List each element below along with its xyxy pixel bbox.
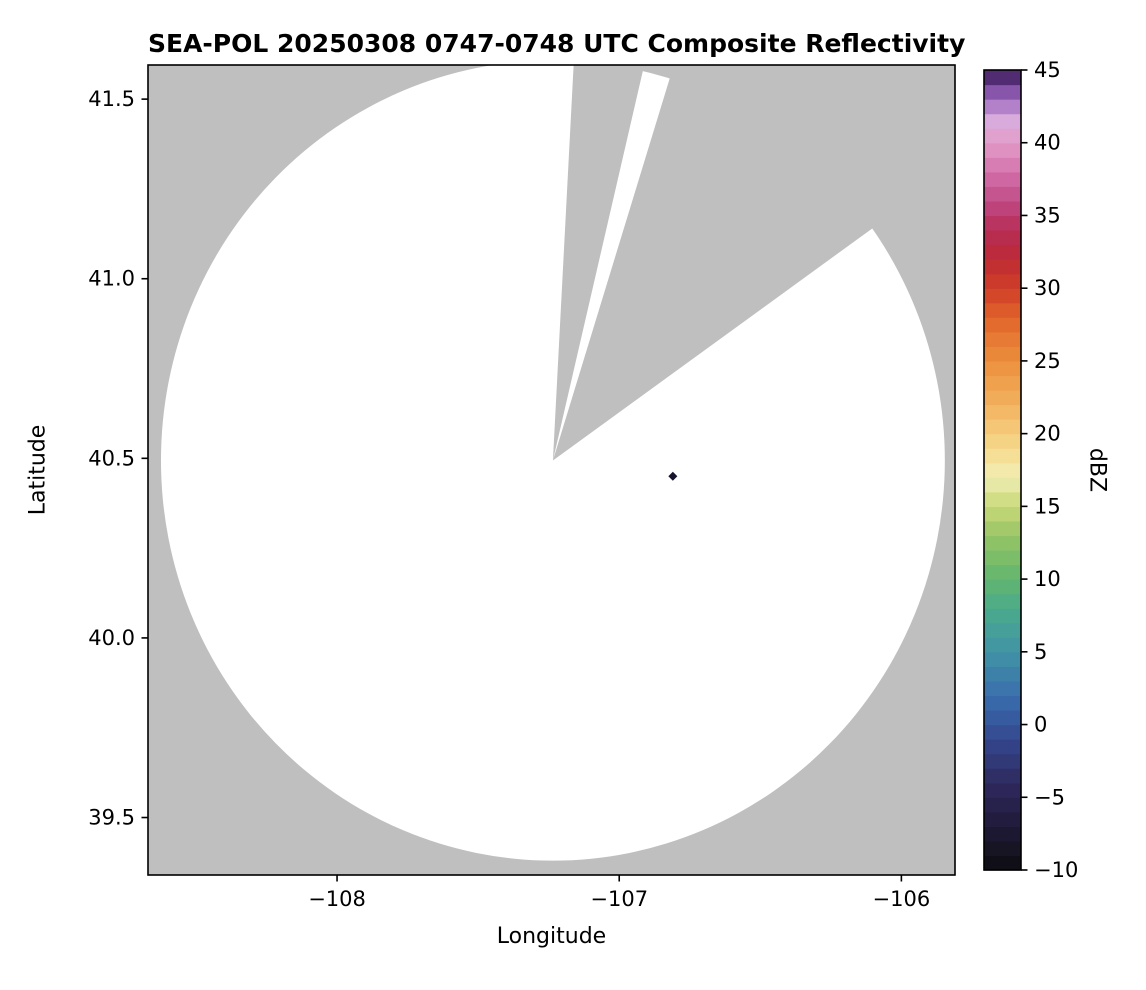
blocked-sector bbox=[552, 65, 645, 461]
colorbar-band bbox=[984, 680, 1021, 697]
colorbar-band bbox=[984, 244, 1021, 260]
colorbar-band bbox=[984, 724, 1021, 740]
colorbar-band bbox=[984, 84, 1021, 100]
colorbar-band bbox=[984, 506, 1021, 522]
colorbar-band bbox=[984, 826, 1021, 842]
colorbar-band bbox=[984, 142, 1021, 158]
colorbar-band bbox=[984, 462, 1021, 478]
y-tick-label: 39.5 bbox=[88, 806, 135, 830]
x-tick-label: −106 bbox=[873, 887, 931, 911]
colorbar-axis-label: dBZ bbox=[1084, 447, 1110, 493]
colorbar-band bbox=[984, 433, 1021, 449]
x-axis-label: Longitude bbox=[496, 924, 607, 949]
colorbar-band bbox=[984, 520, 1021, 537]
colorbar-band bbox=[984, 622, 1021, 638]
colorbar-band bbox=[984, 200, 1021, 217]
colorbar-band bbox=[984, 797, 1021, 813]
colorbar-band bbox=[984, 404, 1021, 420]
colorbar-tick-label: −10 bbox=[1034, 858, 1078, 882]
x-tick-label: −108 bbox=[308, 887, 366, 911]
colorbar-band bbox=[984, 593, 1021, 609]
colorbar: −10 −5 0 5 10 15 20 25 30 35 40 45 bbox=[983, 58, 1078, 882]
y-tick-label: 41.0 bbox=[88, 267, 135, 291]
colorbar-tick-label: 30 bbox=[1034, 276, 1061, 300]
colorbar-frame bbox=[983, 69, 1022, 871]
colorbar-tick-label: 45 bbox=[1034, 58, 1061, 82]
colorbar-band bbox=[984, 637, 1021, 653]
colorbar-band bbox=[984, 317, 1021, 333]
x-tick-label: −107 bbox=[590, 887, 648, 911]
chart-title: SEA-POL 20250308 0747-0748 UTC Composite… bbox=[148, 29, 966, 58]
colorbar-band bbox=[984, 782, 1021, 798]
colorbar-band bbox=[984, 375, 1021, 391]
colorbar-band bbox=[984, 840, 1021, 857]
colorbar-band bbox=[984, 535, 1021, 551]
colorbar-band bbox=[984, 855, 1021, 871]
colorbar-band bbox=[984, 128, 1021, 144]
axes-frame bbox=[147, 64, 956, 876]
y-tick-label: 40.5 bbox=[88, 446, 135, 470]
plot-area bbox=[148, 65, 955, 875]
colorbar-band bbox=[984, 753, 1021, 769]
colorbar-band bbox=[984, 230, 1021, 246]
colorbar-tick-label: 15 bbox=[1034, 494, 1061, 518]
colorbar-band bbox=[984, 608, 1021, 624]
colorbar-band bbox=[984, 70, 1021, 86]
colorbar-band bbox=[984, 157, 1021, 173]
colorbar-tick-label: 25 bbox=[1034, 349, 1061, 373]
colorbar-band bbox=[984, 564, 1021, 580]
colorbar-band bbox=[984, 346, 1021, 362]
colorbar-band bbox=[984, 739, 1021, 755]
blocked-sector bbox=[552, 65, 955, 461]
colorbar-tick-label: 35 bbox=[1034, 203, 1061, 227]
colorbar-band bbox=[984, 171, 1021, 187]
colorbar-band bbox=[984, 331, 1021, 347]
colorbar-band bbox=[984, 259, 1021, 275]
colorbar-tick-label: −5 bbox=[1034, 785, 1065, 809]
colorbar-band bbox=[984, 695, 1021, 711]
colorbar-band bbox=[984, 113, 1021, 129]
colorbar-band bbox=[984, 448, 1021, 464]
colorbar-band bbox=[984, 288, 1021, 304]
colorbar-band bbox=[984, 710, 1021, 726]
y-tick-label: 40.0 bbox=[88, 626, 135, 650]
colorbar-tick-label: 0 bbox=[1034, 713, 1047, 737]
colorbar-band bbox=[984, 273, 1021, 289]
colorbar-band bbox=[984, 550, 1021, 566]
colorbar-tick-label: 20 bbox=[1034, 422, 1061, 446]
colorbar-tick-label: 10 bbox=[1034, 567, 1061, 591]
colorbar-band bbox=[984, 491, 1021, 507]
colorbar-band bbox=[984, 811, 1021, 827]
echo-marker bbox=[668, 471, 678, 481]
colorbar-band bbox=[984, 666, 1021, 682]
colorbar-band bbox=[984, 651, 1021, 667]
colorbar-tick-label: 40 bbox=[1034, 131, 1061, 155]
colorbar-band bbox=[984, 579, 1021, 595]
colorbar-tick-label: 5 bbox=[1034, 640, 1047, 664]
y-axis-label: Latitude bbox=[25, 424, 51, 516]
colorbar-band bbox=[984, 768, 1021, 784]
colorbar-band bbox=[984, 360, 1021, 377]
y-tick-label: 41.5 bbox=[88, 87, 135, 111]
colorbar-band bbox=[984, 186, 1021, 202]
colorbar-band bbox=[984, 390, 1021, 406]
colorbar-band bbox=[984, 477, 1021, 493]
colorbar-band bbox=[984, 99, 1021, 115]
colorbar-band bbox=[984, 419, 1021, 435]
colorbar-band bbox=[984, 215, 1021, 231]
colorbar-band bbox=[984, 302, 1021, 318]
